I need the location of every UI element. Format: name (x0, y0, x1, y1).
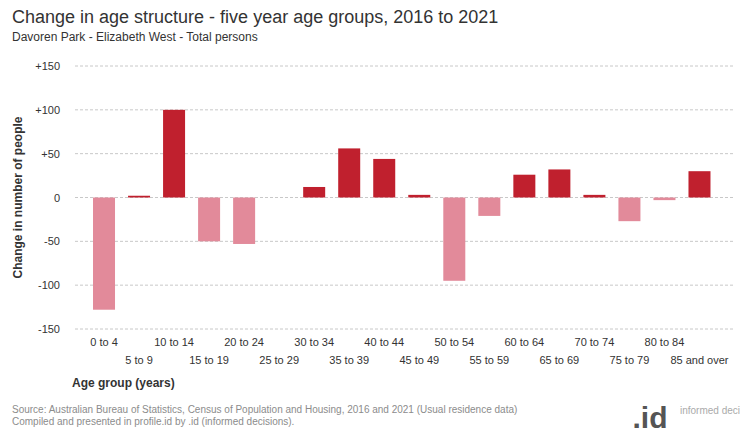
x-tick-label: 80 to 84 (645, 336, 685, 348)
x-tick-label: 5 to 9 (125, 354, 153, 366)
bars (93, 110, 710, 310)
bar (408, 195, 430, 198)
bar (338, 148, 360, 197)
source: Compiled and presented in profile.id by … (12, 416, 294, 427)
x-tick-label: 85 and over (670, 354, 728, 366)
x-tick-label: 25 to 29 (259, 354, 299, 366)
y-tick-label: -150 (38, 323, 60, 335)
bar (618, 198, 640, 222)
bar (583, 195, 605, 198)
x-tick-label: 35 to 39 (329, 354, 369, 366)
bar (513, 175, 535, 198)
bar (163, 110, 185, 198)
x-tick-label: 0 to 4 (90, 336, 118, 348)
grid-line (75, 66, 735, 67)
y-tick-label: -100 (38, 279, 60, 291)
x-tick-label: 50 to 54 (434, 336, 474, 348)
chart: Change in age structure - five year age … (0, 0, 740, 440)
grid-line (75, 285, 735, 286)
y-tick-label: 0 (54, 192, 60, 204)
bar (268, 197, 290, 198)
bar (688, 171, 710, 197)
y-tick-label: +100 (35, 104, 60, 116)
grid-line (75, 329, 735, 330)
bar (128, 196, 150, 198)
bar (548, 169, 570, 197)
y-tick-label: -50 (44, 235, 60, 247)
x-tick-label: 40 to 44 (364, 336, 404, 348)
title: Change in age structure - five year age … (12, 7, 498, 27)
bar (233, 198, 255, 244)
x-tick-label: 60 to 64 (504, 336, 544, 348)
x-tick-label: 70 to 74 (575, 336, 615, 348)
bar (478, 198, 500, 216)
x-tick-label: 30 to 34 (294, 336, 334, 348)
x-tick-label: 15 to 19 (189, 354, 229, 366)
bar (373, 159, 395, 198)
bar (198, 198, 220, 242)
x-tick-label: 75 to 79 (610, 354, 650, 366)
grid-line (75, 241, 735, 242)
source: Source: Australian Bureau of Statistics,… (12, 404, 517, 415)
x-tick-label: 55 to 59 (469, 354, 509, 366)
bar (303, 187, 325, 198)
y-tick-label: +150 (35, 60, 60, 72)
x-tick-label: 10 to 14 (154, 336, 194, 348)
subtitle: Davoren Park - Elizabeth West - Total pe… (12, 30, 258, 44)
y-tick-label: +50 (41, 148, 60, 160)
x-axis-label: Age group (years) (72, 376, 175, 390)
bar (653, 198, 675, 201)
x-tick-label: 45 to 49 (399, 354, 439, 366)
logo: .id (633, 401, 668, 434)
x-tick-label: 20 to 24 (224, 336, 264, 348)
y-axis-label: Change in number of people (11, 116, 25, 278)
logo-text: informed decisions (680, 405, 740, 416)
bar (443, 198, 465, 281)
x-tick-label: 65 to 69 (539, 354, 579, 366)
bar (93, 198, 115, 310)
